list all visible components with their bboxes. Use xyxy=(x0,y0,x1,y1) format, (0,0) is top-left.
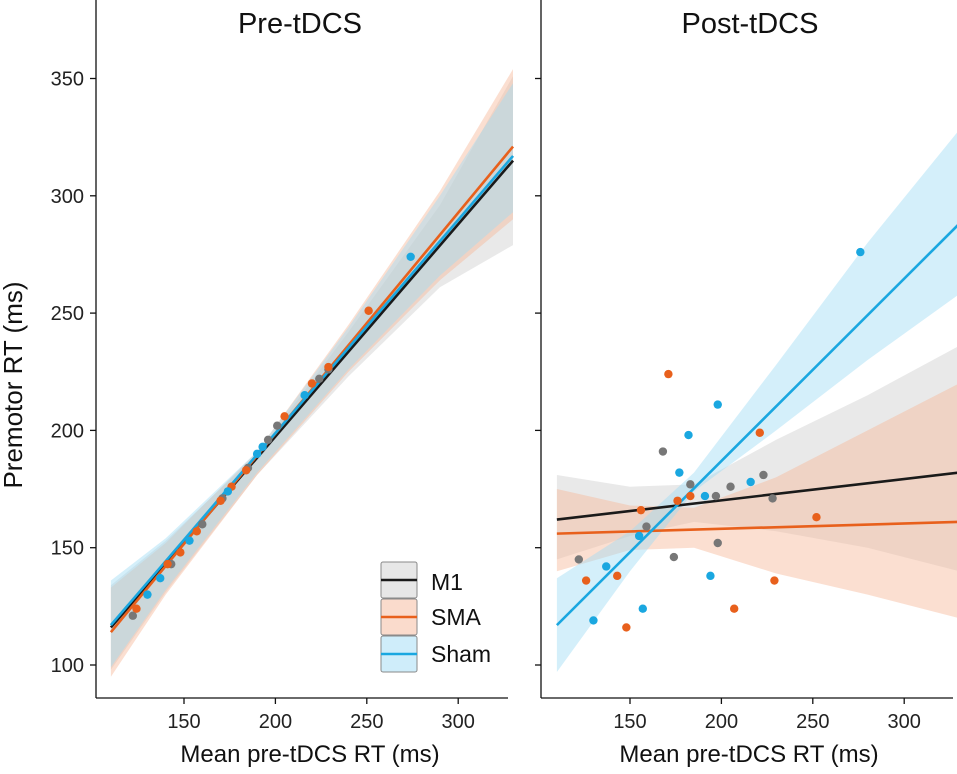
confidence-band-sham xyxy=(556,132,957,672)
data-point-sham xyxy=(143,590,152,599)
y-tick-label: 100 xyxy=(51,655,84,677)
confidence-band-sma xyxy=(110,69,514,677)
x-tick-label: 300 xyxy=(888,711,921,733)
data-point-sma xyxy=(163,559,172,569)
data-point-sma xyxy=(729,604,739,613)
panel-title: Pre-tDCS xyxy=(238,8,362,40)
confidence-band-m1 xyxy=(556,346,957,571)
fit-line-sham xyxy=(555,224,957,627)
legend-label-m1: M1 xyxy=(431,569,463,595)
legend-key-sma xyxy=(380,598,418,636)
panel-title: Post-tDCS xyxy=(682,8,819,40)
data-point-sham xyxy=(700,491,710,501)
x-tick-label: 200 xyxy=(259,711,292,733)
data-point-sham xyxy=(634,531,644,541)
confidence-band-sham xyxy=(110,83,514,668)
x-tick-label: 150 xyxy=(167,711,200,733)
y-axis-title: Premotor RT (ms) xyxy=(0,281,28,488)
data-point-m1 xyxy=(315,374,324,383)
x-tick-label: 150 xyxy=(613,711,646,733)
data-point-sma xyxy=(673,496,682,505)
data-point-m1 xyxy=(759,470,768,480)
confidence-band-m1 xyxy=(110,76,514,670)
data-point-sham xyxy=(258,442,267,452)
data-point-m1 xyxy=(669,552,679,562)
data-point-sma xyxy=(664,369,673,379)
data-point-sham xyxy=(675,468,684,477)
legend-key-m1 xyxy=(380,561,418,599)
data-point-sham xyxy=(252,449,262,459)
data-point-m1 xyxy=(128,611,138,620)
data-point-sham xyxy=(300,391,309,400)
data-point-m1 xyxy=(642,522,651,531)
data-point-sma xyxy=(636,505,646,515)
data-point-m1 xyxy=(198,520,207,529)
data-point-sma xyxy=(192,527,201,536)
data-point-m1 xyxy=(768,494,777,503)
data-point-m1 xyxy=(713,538,722,548)
data-point-sham xyxy=(185,536,194,545)
data-point-sma xyxy=(364,306,373,315)
data-point-sham xyxy=(602,562,611,571)
panel-post-tdcs: Post-tDCS 150 200 250 300 Mean pre-tDCS RT … xyxy=(535,0,957,768)
fit-line-sham xyxy=(109,155,515,626)
fit-line-m1 xyxy=(556,471,957,521)
data-point-sma xyxy=(613,571,622,581)
data-point-sma xyxy=(581,576,591,585)
data-point-sma xyxy=(280,412,289,421)
data-point-sma xyxy=(132,604,141,613)
data-point-sham xyxy=(706,571,715,581)
x-axis-title: Mean pre-tDCS RT (ms) xyxy=(180,741,439,768)
data-point-sma xyxy=(622,623,631,632)
data-point-sma xyxy=(770,576,779,585)
data-point-sma xyxy=(812,513,821,522)
data-point-sham xyxy=(746,477,755,487)
data-point-sma xyxy=(216,496,225,505)
data-point-sham xyxy=(589,616,598,625)
data-point-sham xyxy=(638,604,647,613)
data-point-sham xyxy=(856,247,865,257)
confidence-band-sma xyxy=(556,384,957,618)
y-tick-label: 250 xyxy=(51,303,84,325)
data-point-sham xyxy=(684,430,693,440)
data-point-sham xyxy=(223,487,233,496)
data-point-sma xyxy=(241,466,251,475)
legend-label-sma: SMA xyxy=(431,604,482,630)
legend-key-sham xyxy=(380,635,418,673)
data-point-m1 xyxy=(263,435,273,444)
y-tick-label: 200 xyxy=(51,420,84,442)
data-point-m1 xyxy=(273,421,282,430)
data-point-m1 xyxy=(686,480,695,489)
legend: M1 SMA Sham xyxy=(380,561,491,673)
y-tick-label: 300 xyxy=(51,186,84,208)
x-axis-title: Mean pre-tDCS RT (ms) xyxy=(619,741,878,768)
x-tick-label: 250 xyxy=(350,711,383,733)
data-point-sham xyxy=(156,573,165,583)
x-tick-label: 300 xyxy=(442,711,475,733)
x-tick-label: 250 xyxy=(796,711,829,733)
legend-label-sham: Sham xyxy=(431,641,491,667)
data-point-sma xyxy=(324,362,333,372)
data-point-sma xyxy=(176,548,185,557)
fit-line-sma xyxy=(556,520,957,535)
data-point-m1 xyxy=(658,447,668,456)
y-tick-label: 350 xyxy=(51,69,84,91)
data-point-sham xyxy=(713,400,722,409)
x-tick-label: 200 xyxy=(705,711,738,733)
data-point-m1 xyxy=(574,555,584,564)
panel-pre-tdcs: Pre-tDCS 150 200 250 300100150200250300350 … xyxy=(51,0,515,768)
data-point-sma xyxy=(755,428,764,437)
data-point-m1 xyxy=(726,482,735,491)
data-point-m1 xyxy=(711,491,721,501)
y-tick-label: 150 xyxy=(51,538,84,560)
data-point-sham xyxy=(406,252,415,261)
data-point-sma xyxy=(307,379,317,388)
data-point-sma xyxy=(686,491,695,501)
